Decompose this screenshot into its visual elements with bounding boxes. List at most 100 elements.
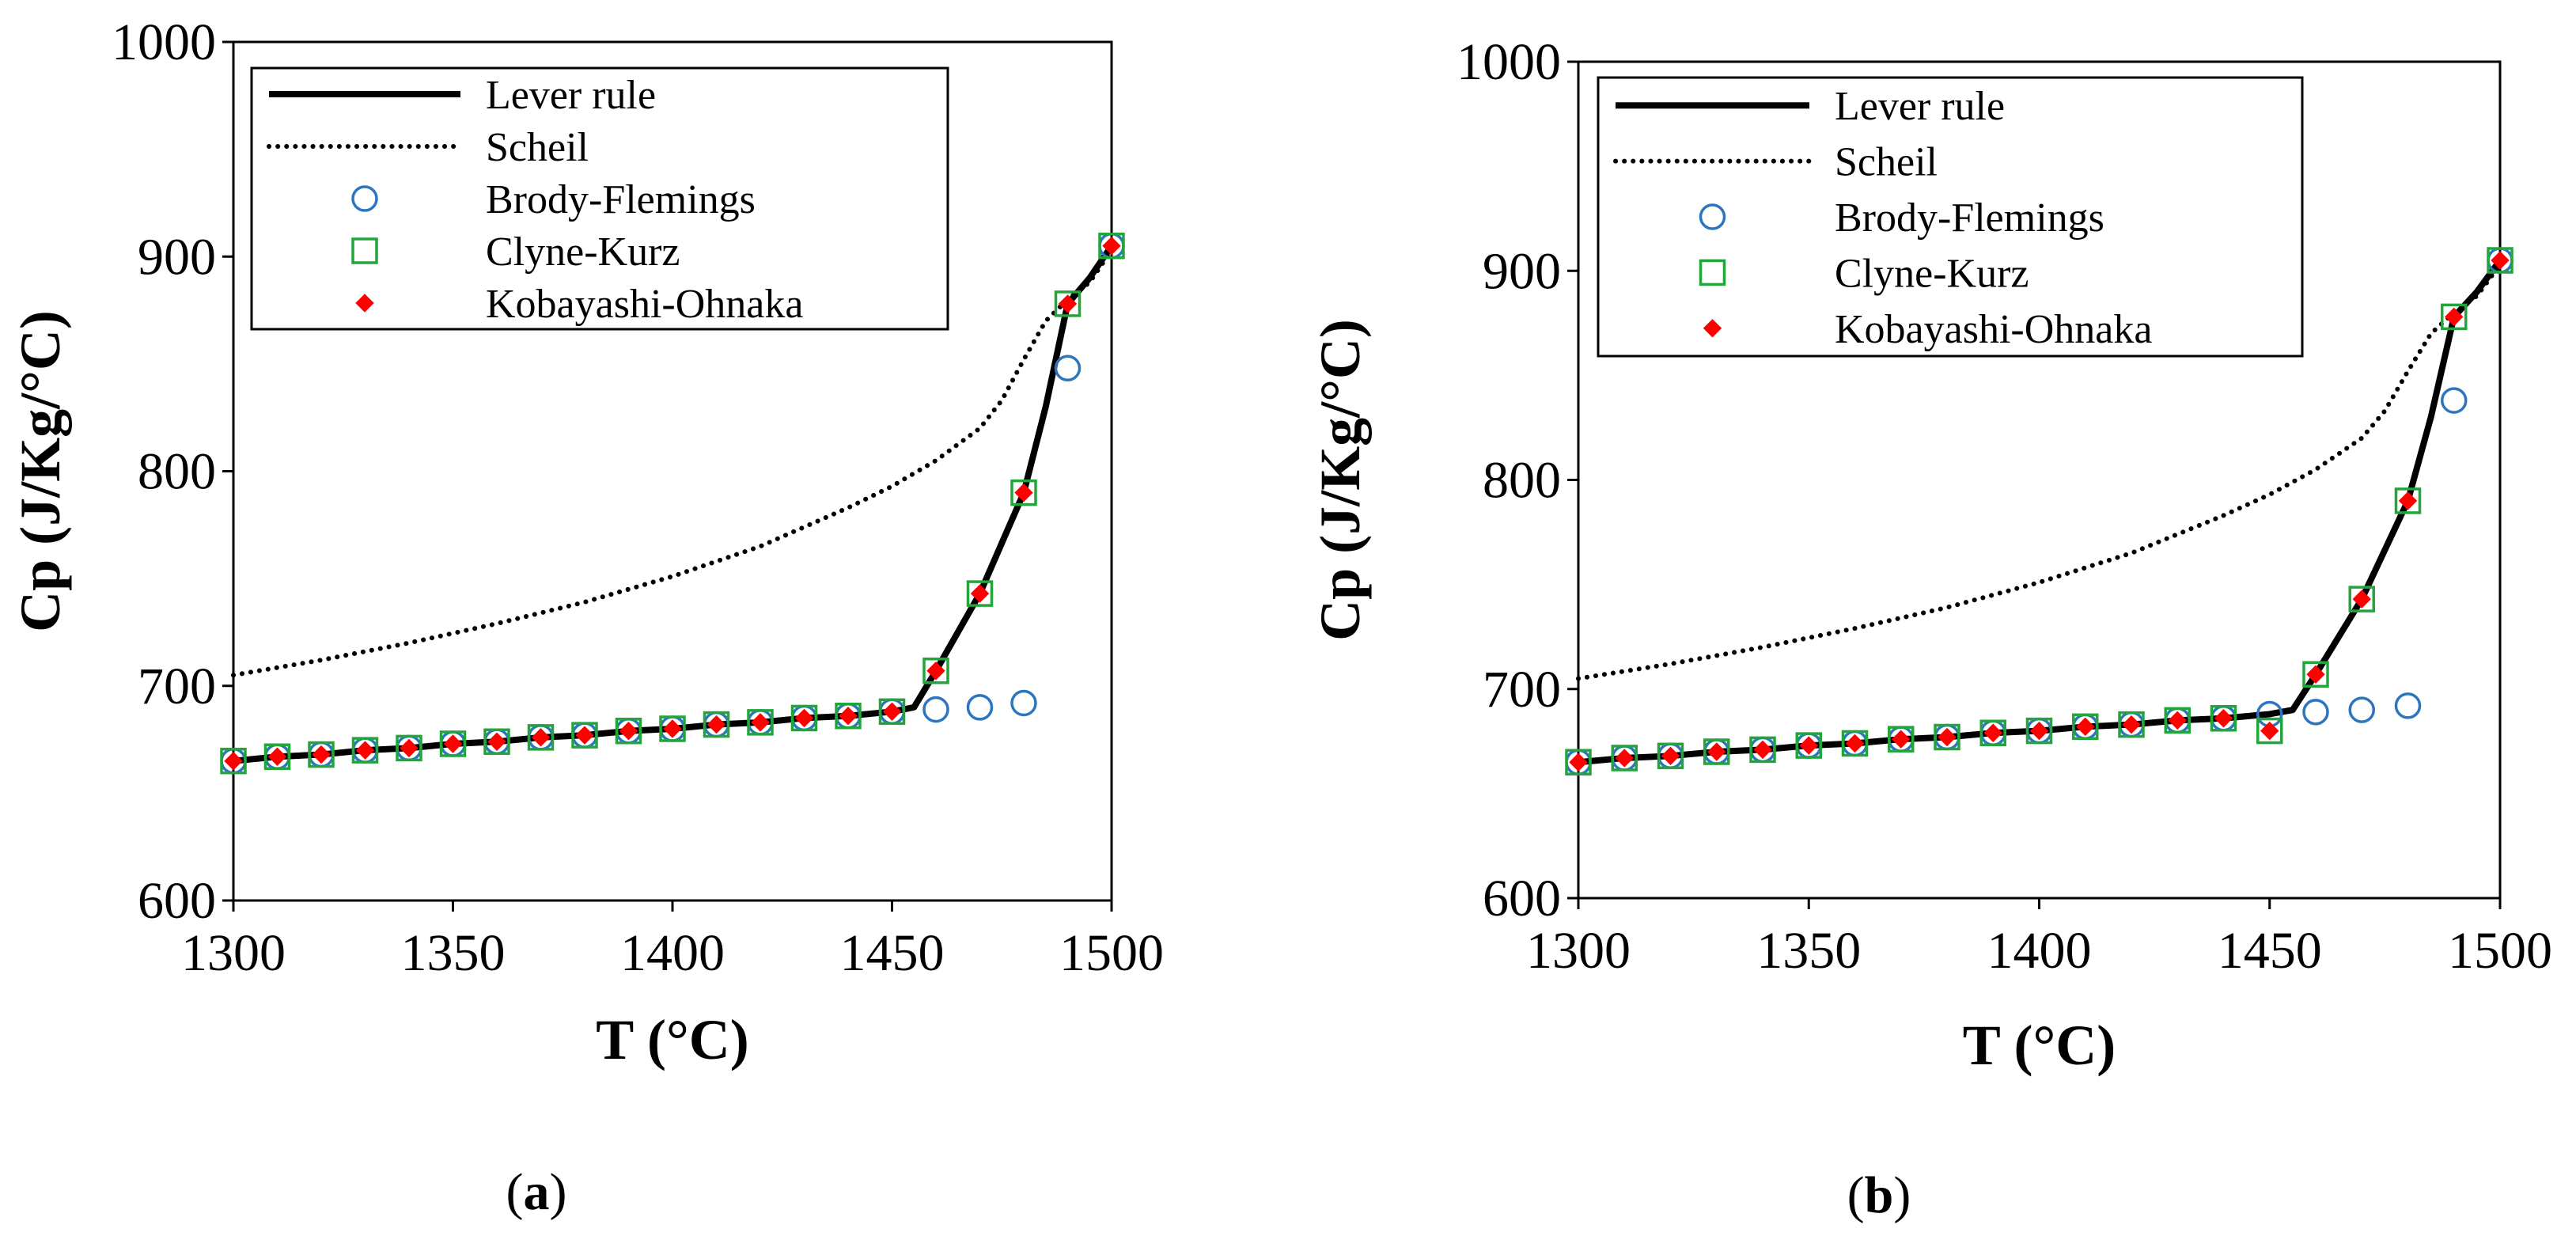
chart-b-point-kobayashi-ohnaka [2352, 590, 2371, 609]
chart-b-point-kobayashi-ohnaka [1615, 749, 1634, 768]
chart-b-point-clyne-kurz [1749, 736, 1776, 764]
chart-b-point-clyne-kurz [2441, 303, 2468, 331]
chart-panel-a: 600 700 800 900 1000 1300 1350 1400 1450 1500 T (°… [9, 13, 1164, 1221]
chart-b-x-tick-label: 1500 [2448, 922, 2552, 980]
chart-a-legend-label-brody-flemings: Brody-Flemings [486, 177, 756, 222]
chart-a-point-clyne-kurz [527, 724, 555, 751]
chart-a-point-kobayashi-ohnaka [487, 732, 506, 751]
chart-a-point-kobayashi-ohnaka [575, 726, 594, 745]
chart-b-point-kobayashi-ohnaka [1892, 730, 1911, 749]
chart-b-point-kobayashi-ohnaka [1938, 727, 1957, 747]
chart-b-point-kobayashi-ohnaka [1845, 734, 1865, 753]
chart-b-point-clyne-kurz [1657, 742, 1684, 770]
chart-b-point-brody-flemings [2302, 699, 2329, 726]
chart-a-point-kobayashi-ohnaka [619, 722, 638, 741]
chart-b-point-clyne-kurz [2394, 487, 2422, 514]
chart-b-point-clyne-kurz [1841, 730, 1869, 757]
chart-b-caption-close: ) [1893, 1166, 1911, 1224]
chart-a-point-clyne-kurz [1010, 479, 1037, 506]
chart-b-point-clyne-kurz [2302, 661, 2329, 688]
chart-a-point-clyne-kurz [878, 698, 906, 726]
chart-a-point-kobayashi-ohnaka [355, 741, 375, 760]
chart-b-point-kobayashi-ohnaka [2214, 709, 2233, 728]
chart-b-y-tick-label: 1000 [1457, 33, 1561, 91]
chart-a-point-clyne-kurz [263, 743, 291, 771]
chart-a-point-kobayashi-ohnaka [839, 707, 858, 726]
chart-a-point-kobayashi-ohnaka [443, 734, 463, 753]
chart-b-point-clyne-kurz [2487, 247, 2513, 274]
chart-a-point-kobayashi-ohnaka [970, 584, 990, 603]
chart-a-x-tick-label: 1500 [1059, 924, 1164, 982]
chart-a-legend-symbol-kobayashi-ohnaka [355, 294, 374, 313]
chart-b-point-clyne-kurz [2118, 711, 2145, 738]
chart-a-point-kobayashi-ohnaka [312, 745, 331, 764]
chart-b-point-clyne-kurz [2348, 586, 2375, 612]
chart-b-x-tick-label: 1450 [2218, 922, 2322, 980]
chart-a-point-clyne-kurz [571, 722, 598, 749]
chart-panel-b: 600 700 800 900 1000 1300 1350 1400 1450 1500 T (°… [1309, 33, 2552, 1224]
chart-a-point-clyne-kurz [703, 711, 730, 738]
chart-b-point-clyne-kurz [1888, 726, 1915, 753]
chart-b-y-tick-label: 800 [1483, 452, 1561, 510]
chart-a-legend-symbol-clyne-kurz [351, 237, 378, 264]
chart-b-caption-open: ( [1847, 1166, 1865, 1224]
chart-b-x-tick-label: 1300 [1526, 922, 1631, 980]
chart-b-legend-box [1597, 76, 2304, 358]
chart-a-caption-letter: a [524, 1163, 550, 1221]
chart-a-legend-symbol-brody-flemings [351, 185, 378, 212]
chart-a-point-brody-flemings [1010, 689, 1037, 717]
chart-a-point-kobayashi-ohnaka [400, 738, 419, 758]
chart-b-point-clyne-kurz [2025, 717, 2053, 745]
chart-a-point-kobayashi-ohnaka [882, 702, 902, 722]
chart-a-point-clyne-kurz [747, 709, 774, 736]
chart-b-series-kobayashi-ohnaka [1569, 251, 2510, 772]
chart-a-caption: (a) [506, 1163, 567, 1221]
chart-a-legend-label-lever-rule: Lever rule [486, 73, 656, 118]
chart-b-point-kobayashi-ohnaka [1983, 723, 2002, 742]
chart-a-point-clyne-kurz [966, 580, 994, 607]
chart-b-legend-label-lever-rule: Lever rule [1835, 84, 2005, 129]
chart-b-legend-label-kobayashi-ohnaka: Kobayashi-Ohnaka [1835, 307, 2152, 352]
chart-b-point-brody-flemings [2348, 696, 2375, 723]
chart-a-point-clyne-kurz [1098, 232, 1125, 260]
chart-b-point-kobayashi-ohnaka [2076, 717, 2095, 737]
chart-a-point-clyne-kurz [790, 704, 818, 732]
chart-a-x-tick-label: 1450 [840, 924, 945, 982]
chart-b-point-clyne-kurz [1979, 719, 2006, 746]
chart-b-y-axis-title: Cp (J/Kg/°C) [1309, 319, 1372, 641]
chart-b-point-kobayashi-ohnaka [2306, 665, 2325, 684]
chart-b-legend: Lever rule Scheil Brody-Flemings Clyne-Kurz… [1597, 76, 2304, 358]
chart-a-y-tick-label: 600 [138, 872, 216, 930]
chart-a-point-clyne-kurz [220, 747, 247, 775]
chart-b-point-clyne-kurz [2164, 707, 2191, 734]
chart-a-point-kobayashi-ohnaka [1102, 236, 1121, 256]
chart-a-point-clyne-kurz [308, 741, 335, 768]
chart-a-point-clyne-kurz [659, 715, 686, 742]
chart-a-point-clyne-kurz [483, 728, 510, 756]
chart-b-x-tick-label: 1350 [1756, 922, 1861, 980]
chart-b-point-clyne-kurz [2256, 717, 2283, 745]
chart-b-point-kobayashi-ohnaka [1753, 740, 1772, 760]
chart-b-point-kobayashi-ohnaka [1661, 746, 1680, 766]
chart-a-y-tick-label: 900 [138, 228, 216, 286]
chart-a-point-clyne-kurz [615, 717, 642, 745]
chart-b-point-kobayashi-ohnaka [1799, 736, 1818, 755]
chart-b-point-brody-flemings [2394, 692, 2422, 719]
chart-a-point-brody-flemings [966, 694, 994, 721]
chart-b-legend-label-brody-flemings: Brody-Flemings [1835, 195, 2104, 241]
chart-b-caption: (b) [1847, 1166, 1911, 1224]
chart-b-point-kobayashi-ohnaka [2168, 711, 2187, 730]
chart-b-series-scheil [1576, 262, 2502, 681]
chart-a-point-clyne-kurz [922, 658, 949, 684]
chart-a-legend: Lever rule Scheil Brody-Flemings Clyne-Kurz… [250, 66, 949, 331]
chart-b-point-kobayashi-ohnaka [2029, 721, 2049, 741]
chart-a-point-kobayashi-ohnaka [751, 713, 770, 732]
chart-b-caption-letter: b [1865, 1166, 1894, 1224]
chart-b-legend-symbol-kobayashi-ohnaka [1703, 319, 1722, 338]
chart-a-point-clyne-kurz [351, 737, 379, 764]
chart-b-legend-symbol-clyne-kurz [1699, 259, 1726, 286]
chart-a-series-kobayashi-ohnaka [224, 236, 1121, 771]
chart-b-legend-label-clyne-kurz: Clyne-Kurz [1835, 251, 2029, 296]
chart-a-legend-label-clyne-kurz: Clyne-Kurz [486, 229, 680, 275]
